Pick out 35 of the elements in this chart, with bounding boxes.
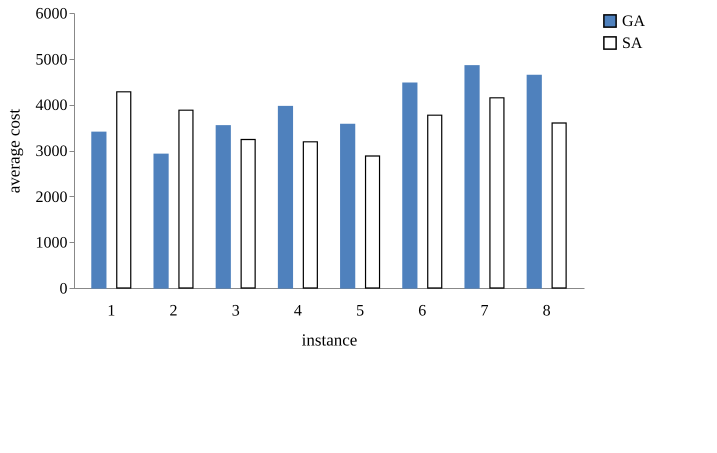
bar	[91, 132, 106, 289]
y-tick-label: 1000	[36, 234, 68, 252]
x-tick-label: 2	[170, 302, 178, 320]
x-tick-label: 6	[418, 302, 426, 320]
bar	[552, 122, 567, 289]
legend-label: GA	[622, 13, 646, 30]
bar	[278, 106, 294, 289]
bar	[402, 82, 418, 289]
y-tick-label: 5000	[36, 51, 68, 68]
bar	[364, 155, 380, 289]
x-tick-label: 4	[294, 302, 302, 320]
bar	[340, 124, 356, 289]
x-axis-title: instance	[302, 330, 358, 350]
x-tick-label: 8	[542, 302, 551, 320]
x-tick-label: 3	[232, 302, 240, 320]
bar	[489, 97, 505, 289]
legend-label: SA	[622, 35, 643, 52]
bar	[526, 74, 542, 289]
bar	[116, 91, 132, 289]
bar	[302, 141, 318, 289]
y-tick-label: 3000	[36, 143, 68, 160]
bar	[216, 125, 231, 289]
bar	[178, 110, 194, 289]
x-tick-label: 7	[480, 302, 488, 320]
bar	[240, 138, 256, 289]
x-tick-label: 1	[107, 302, 116, 320]
bar	[427, 114, 442, 289]
y-axis-title: average cost	[4, 108, 24, 194]
bar	[153, 154, 169, 289]
y-tick-label: 0	[60, 280, 68, 298]
y-tick-label: 6000	[36, 6, 68, 22]
bar	[464, 65, 480, 289]
x-tick-label: 5	[356, 302, 364, 320]
y-tick-label: 2000	[36, 188, 68, 206]
y-tick-label: 4000	[36, 97, 68, 114]
